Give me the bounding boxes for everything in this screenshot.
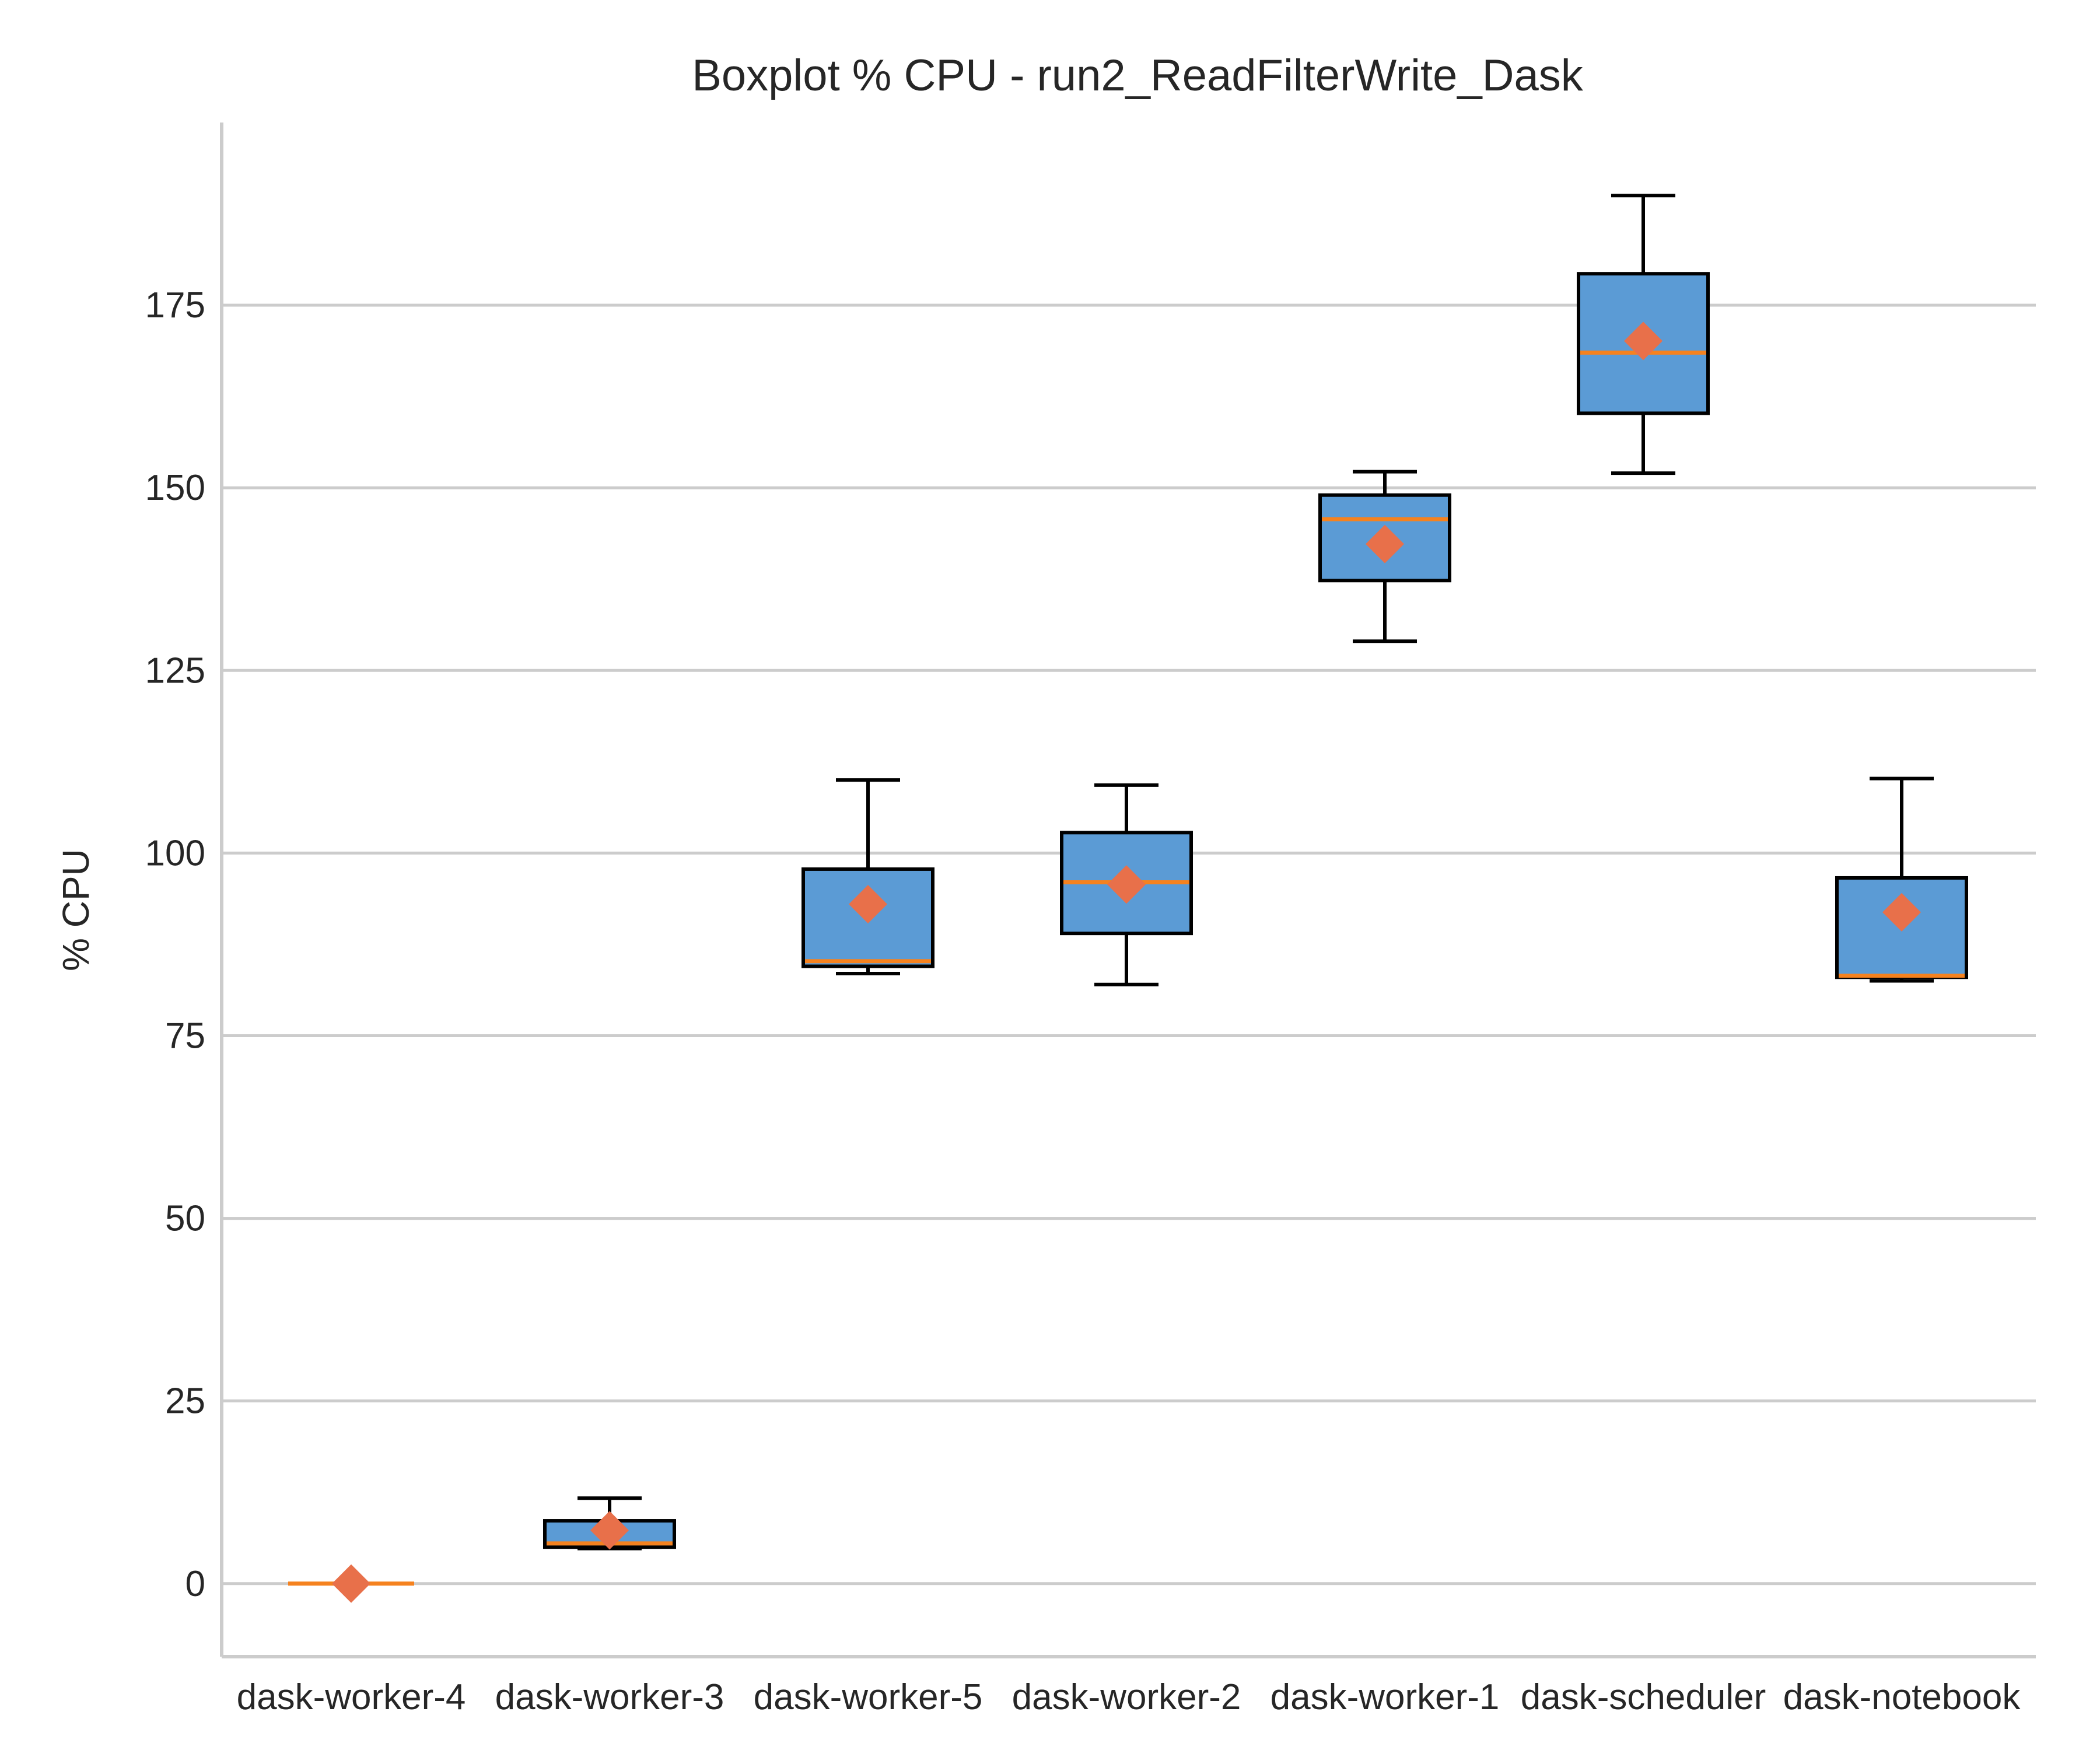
box-dask-scheduler — [1577, 194, 1710, 475]
y-tick-labels: 0 25 50 75 100 125 150 175 — [145, 285, 205, 1604]
box-dask-worker-5 — [802, 778, 935, 976]
y-tick-label: 25 — [165, 1381, 205, 1422]
y-tick-label: 100 — [145, 833, 205, 873]
box-dask-worker-4 — [288, 1564, 414, 1603]
mean-marker — [332, 1564, 370, 1603]
y-axis-label: % CPU — [55, 849, 97, 971]
chart-title: Boxplot % CPU - run2_ReadFilterWrite_Das… — [692, 51, 1584, 100]
y-tick-label: 0 — [186, 1564, 205, 1604]
mean-marker — [1366, 524, 1404, 564]
y-tick-label: 50 — [165, 1199, 205, 1239]
mean-marker — [590, 1511, 629, 1550]
x-tick-label: dask-notebook — [1783, 1677, 2021, 1717]
x-tick-label: dask-worker-5 — [754, 1677, 983, 1717]
y-tick-label: 150 — [145, 468, 205, 508]
mean-marker — [1107, 865, 1146, 904]
box-dask-notebook — [1835, 776, 1968, 983]
y-tick-label: 75 — [165, 1016, 205, 1056]
x-tick-label: dask-worker-4 — [237, 1677, 466, 1717]
axes — [220, 123, 2036, 1658]
y-tick-label: 125 — [145, 650, 205, 691]
mean-marker — [849, 885, 887, 924]
box-dask-worker-2 — [1060, 783, 1193, 986]
x-tick-label: dask-scheduler — [1521, 1677, 1766, 1717]
box-dask-worker-1 — [1318, 470, 1451, 643]
x-tick-label: dask-worker-1 — [1270, 1677, 1500, 1717]
mean-marker — [1882, 892, 1921, 932]
x-tick-label: dask-worker-3 — [495, 1677, 724, 1717]
boxes — [288, 194, 1968, 1603]
mean-marker — [1624, 321, 1662, 360]
y-tick-label: 175 — [145, 285, 205, 326]
x-tick-labels: dask-worker-4 dask-worker-3 dask-worker-5 d… — [237, 1677, 2021, 1717]
box-dask-worker-3 — [543, 1496, 676, 1550]
x-tick-label: dask-worker-2 — [1012, 1677, 1241, 1717]
